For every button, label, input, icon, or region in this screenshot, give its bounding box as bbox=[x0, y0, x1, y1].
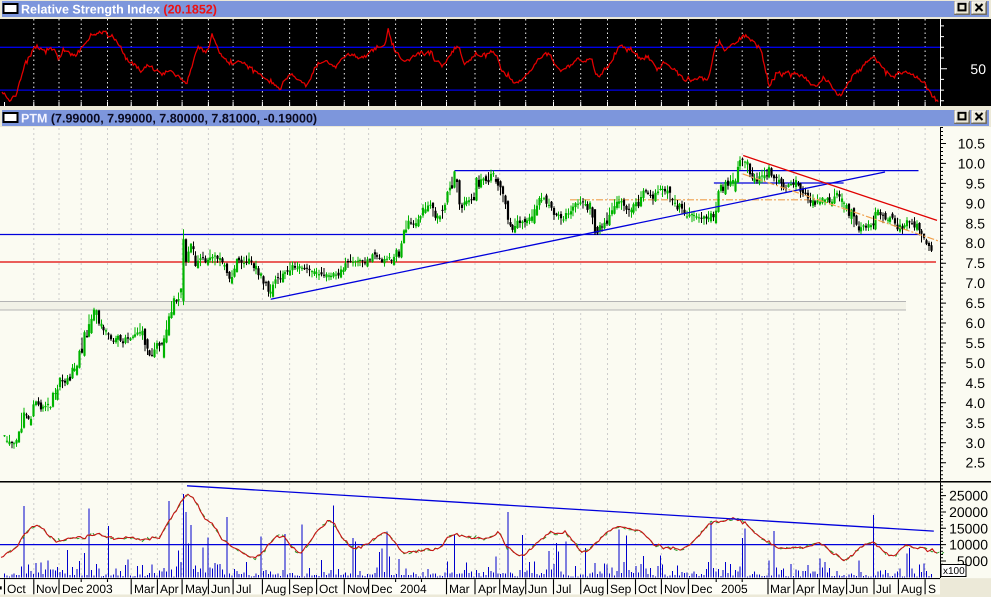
svg-text:Jul: Jul bbox=[876, 582, 891, 596]
svg-text:15000: 15000 bbox=[949, 520, 988, 536]
svg-text:Oct: Oct bbox=[638, 582, 657, 596]
svg-text:May: May bbox=[822, 582, 845, 596]
svg-text:4.5: 4.5 bbox=[966, 375, 986, 391]
svg-text:10000: 10000 bbox=[949, 537, 988, 553]
svg-text:Mar: Mar bbox=[449, 582, 470, 596]
svg-text:Relative Strength Index (20.18: Relative Strength Index (20.1852) bbox=[21, 3, 217, 17]
svg-text:Mar: Mar bbox=[134, 582, 155, 596]
svg-text:2003: 2003 bbox=[86, 582, 113, 596]
svg-text:50: 50 bbox=[970, 61, 986, 77]
svg-text:S: S bbox=[928, 582, 936, 596]
svg-text:Jun: Jun bbox=[528, 582, 547, 596]
svg-text:Jul: Jul bbox=[236, 582, 251, 596]
svg-text:Apr: Apr bbox=[796, 582, 815, 596]
svg-text:10.5: 10.5 bbox=[958, 136, 985, 152]
svg-text:5.5: 5.5 bbox=[966, 335, 986, 351]
svg-text:May: May bbox=[502, 582, 525, 596]
svg-text:2004: 2004 bbox=[400, 582, 427, 596]
svg-text:Nov: Nov bbox=[347, 582, 368, 596]
svg-text:5.0: 5.0 bbox=[966, 355, 986, 371]
svg-text:20000: 20000 bbox=[949, 504, 988, 520]
svg-text:3.5: 3.5 bbox=[966, 415, 986, 431]
svg-text:Aug: Aug bbox=[265, 582, 286, 596]
svg-text:3.0: 3.0 bbox=[966, 435, 986, 451]
svg-text:Dec: Dec bbox=[62, 582, 83, 596]
svg-text:May: May bbox=[185, 582, 208, 596]
svg-text:x100: x100 bbox=[943, 566, 965, 577]
svg-text:9.0: 9.0 bbox=[966, 195, 986, 211]
svg-text:8.0: 8.0 bbox=[966, 235, 986, 251]
svg-text:Aug: Aug bbox=[901, 582, 922, 596]
svg-text:Jul: Jul bbox=[556, 582, 571, 596]
svg-text:2005: 2005 bbox=[721, 582, 748, 596]
svg-text:6.5: 6.5 bbox=[966, 295, 986, 311]
svg-text:Nov: Nov bbox=[36, 582, 57, 596]
svg-text:7.0: 7.0 bbox=[966, 275, 986, 291]
svg-text:Sep: Sep bbox=[292, 582, 314, 596]
svg-text:Oct: Oct bbox=[7, 582, 26, 596]
svg-text:Apr: Apr bbox=[160, 582, 179, 596]
svg-text:Dec: Dec bbox=[691, 582, 712, 596]
svg-text:6.0: 6.0 bbox=[966, 315, 986, 331]
svg-text:Jun: Jun bbox=[849, 582, 868, 596]
svg-text:Nov: Nov bbox=[664, 582, 685, 596]
svg-text:Aug: Aug bbox=[583, 582, 604, 596]
svg-text:PTM (7.99000, 7.99000, 7.80000: PTM (7.99000, 7.99000, 7.80000, 7.81000,… bbox=[21, 112, 317, 126]
svg-text:10.0: 10.0 bbox=[958, 155, 985, 171]
svg-text:Apr: Apr bbox=[478, 582, 497, 596]
svg-text:9.5: 9.5 bbox=[966, 175, 986, 191]
svg-text:Oct: Oct bbox=[319, 582, 338, 596]
svg-text:Sep: Sep bbox=[610, 582, 632, 596]
svg-text:8.5: 8.5 bbox=[966, 215, 986, 231]
svg-text:Mar: Mar bbox=[770, 582, 791, 596]
svg-text:7.5: 7.5 bbox=[966, 255, 986, 271]
svg-text:4.0: 4.0 bbox=[966, 395, 986, 411]
svg-text:25000: 25000 bbox=[949, 488, 988, 504]
svg-text:Jun: Jun bbox=[211, 582, 230, 596]
svg-text:Dec: Dec bbox=[371, 582, 392, 596]
svg-text:2.5: 2.5 bbox=[966, 455, 986, 471]
